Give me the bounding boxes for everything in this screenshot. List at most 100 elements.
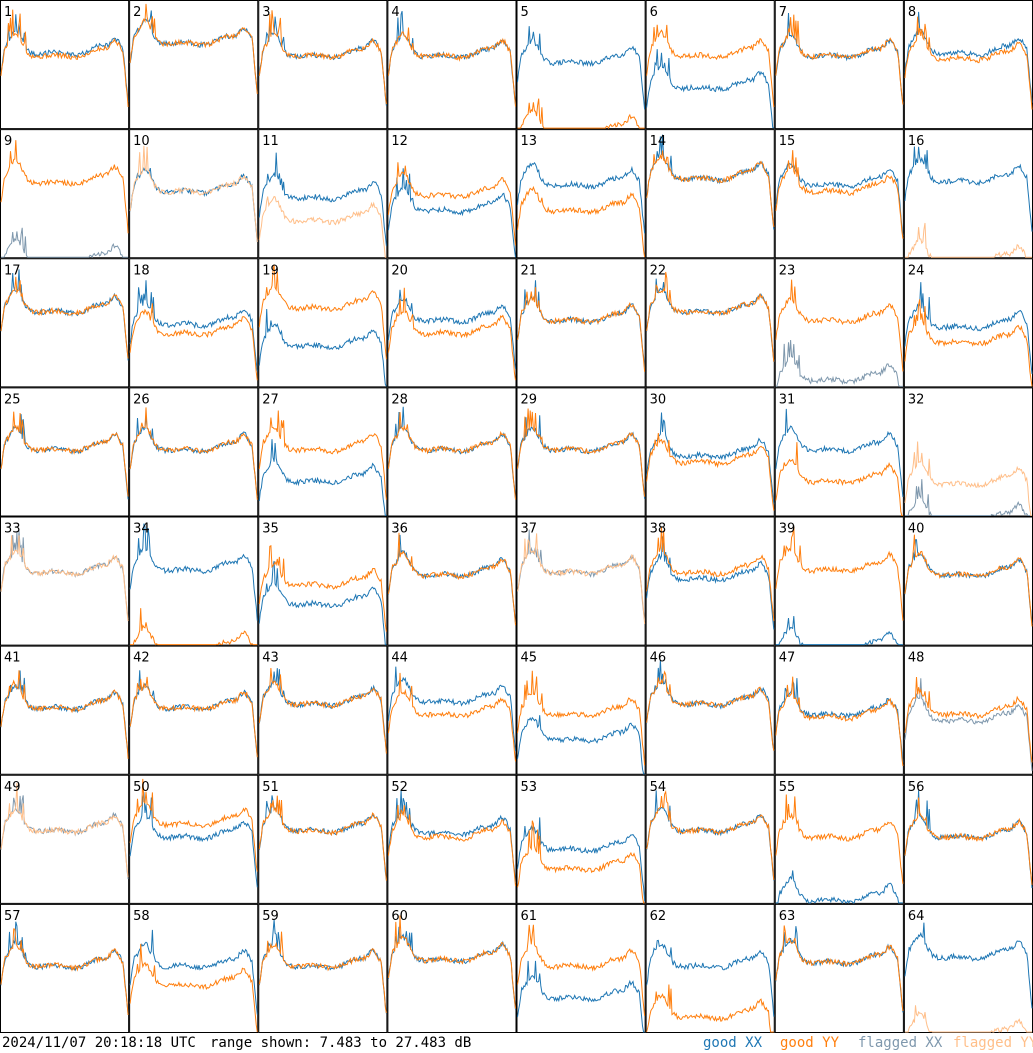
- panel-label: 42: [133, 651, 150, 666]
- series-yy: [775, 14, 904, 105]
- panel-label: 37: [521, 522, 538, 537]
- series-yy: [258, 264, 387, 360]
- panel-label: 62: [650, 909, 667, 924]
- series-yy: [517, 185, 646, 258]
- series-yy: [387, 532, 516, 626]
- series-xx: [775, 408, 904, 497]
- series-yy: [0, 782, 129, 878]
- panel-frame: [774, 774, 904, 904]
- series-yy: [0, 411, 129, 497]
- series-yy: [0, 140, 129, 234]
- panel-label: 32: [908, 392, 925, 407]
- series-xx: [387, 789, 516, 884]
- series-yy: [646, 433, 775, 511]
- series-yy: [258, 795, 387, 881]
- series-xx: [775, 926, 904, 1013]
- series-yy: [646, 24, 775, 108]
- panel-label: 48: [908, 651, 925, 666]
- series-yy: [775, 794, 904, 884]
- panel-label: 19: [262, 263, 279, 278]
- panel-frame: [387, 516, 517, 646]
- panel-label: 38: [650, 522, 667, 537]
- panel-frame: [645, 0, 775, 130]
- panel-label: 34: [133, 522, 150, 537]
- panel-13: 13: [516, 129, 646, 259]
- series-yy: [387, 162, 516, 246]
- panel-label: 18: [133, 263, 150, 278]
- panel-7: 7: [774, 0, 904, 130]
- timestamp: 2024/11/07 20:18:18 UTC: [2, 1035, 196, 1051]
- series-xx: [646, 536, 775, 630]
- panel-frame: [516, 129, 646, 259]
- series-yy: [0, 276, 129, 359]
- panel-frame: [645, 903, 775, 1033]
- legend-good-xx: good XX: [703, 1035, 763, 1051]
- panel-41: 41: [0, 645, 130, 775]
- panel-label: 40: [908, 522, 925, 537]
- panel-label: 20: [391, 263, 408, 278]
- series-yy: [258, 931, 387, 1014]
- panel-6: 6: [645, 0, 775, 130]
- series-yy: [517, 287, 646, 372]
- series-xx: [387, 168, 516, 258]
- panel-frame: [129, 0, 259, 130]
- panel-12: 12: [387, 129, 517, 259]
- panel-27: 27: [258, 387, 388, 517]
- series-xx: [775, 870, 903, 905]
- series-xx: [904, 282, 1033, 374]
- panel-frame: [516, 645, 646, 775]
- panel-56: 56: [903, 774, 1033, 904]
- series-xx: [129, 10, 258, 93]
- panel-24: 24: [903, 258, 1033, 388]
- panel-35: 35: [258, 516, 388, 646]
- panel-29: 29: [516, 387, 646, 517]
- panel-46: 46: [645, 645, 775, 775]
- series-yy: [517, 670, 646, 766]
- panel-11: 11: [258, 129, 388, 259]
- panel-label: 36: [391, 522, 408, 537]
- series-xx: [129, 792, 258, 888]
- panel-label: 56: [908, 780, 925, 795]
- panel-63: 63: [774, 903, 904, 1033]
- panel-frame: [258, 0, 388, 130]
- series-xx: [646, 49, 775, 129]
- panel-30: 30: [645, 387, 775, 517]
- panel-20: 20: [387, 258, 517, 388]
- series-xx: [775, 616, 903, 646]
- series-yy: [129, 3, 258, 95]
- panel-31: 31: [774, 387, 904, 517]
- panel-label: 41: [4, 651, 21, 666]
- series-yy: [0, 535, 129, 622]
- footer: 2024/11/07 20:18:18 UTC range shown: 7.4…: [0, 1033, 1033, 1053]
- panel-label: 28: [391, 392, 408, 407]
- panel-52: 52: [387, 774, 517, 904]
- series-yy: [517, 408, 646, 497]
- panel-1: 1: [0, 0, 130, 130]
- series-yy: [775, 925, 904, 1012]
- series-yy: [258, 10, 387, 105]
- panel-frame: [0, 774, 130, 904]
- series-xx: [129, 523, 258, 621]
- panel-frame: [774, 516, 904, 646]
- panel-15: 15: [774, 129, 904, 259]
- series-xx: [517, 161, 646, 234]
- series-yy: [775, 442, 903, 516]
- series-xx: [258, 439, 387, 516]
- panel-label: 31: [779, 392, 796, 407]
- series-xx: [387, 926, 516, 1010]
- panel-32: 32: [903, 387, 1033, 517]
- panel-label: 15: [779, 134, 796, 149]
- series-xx: [258, 152, 387, 246]
- panel-14: 14: [645, 129, 775, 259]
- panel-54: 54: [645, 774, 775, 904]
- panel-50: 50: [129, 774, 259, 904]
- series-yy: [258, 195, 387, 258]
- series-yy: [387, 804, 516, 887]
- panel-frame: [387, 774, 517, 904]
- panel-label: 23: [779, 263, 796, 278]
- panel-label: 47: [779, 651, 796, 666]
- panel-frame: [903, 387, 1033, 517]
- panel-21: 21: [516, 258, 646, 388]
- panel-frame: [0, 516, 130, 646]
